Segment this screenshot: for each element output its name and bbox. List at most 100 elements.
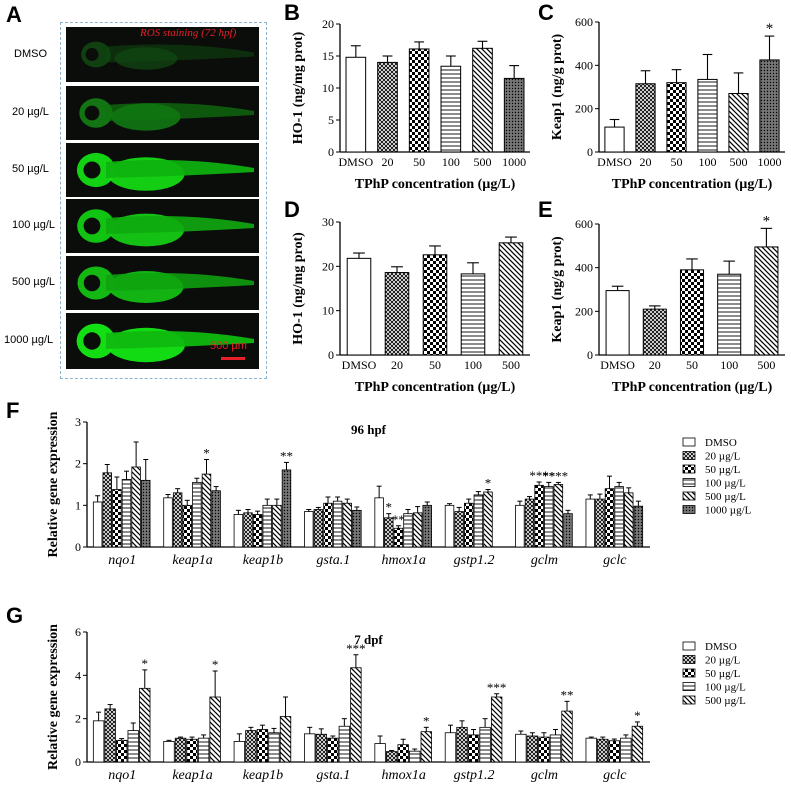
- bar: [112, 489, 122, 548]
- bar: [472, 47, 493, 153]
- x-tick-label: 20: [649, 358, 661, 372]
- legend-label: DMSO: [705, 641, 737, 653]
- bar: [197, 737, 210, 763]
- bar: [243, 512, 253, 548]
- chart-d-ho1-96hpf: 0 10 20 30 DMSO 20 50 100 500 TPhP concentration …: [291, 215, 530, 395]
- bar: [281, 469, 292, 548]
- significance-marker: *: [766, 21, 774, 37]
- x-tick-label: hmox1a: [382, 553, 426, 568]
- bar: [553, 484, 564, 548]
- bar: [131, 466, 141, 548]
- bar: [139, 687, 151, 763]
- significance-marker: **: [542, 468, 555, 483]
- y-tick-label: 2: [75, 457, 81, 471]
- bar: [422, 504, 432, 548]
- y-tick-label: 6: [75, 625, 81, 639]
- y-axis-label: Relative gene expression: [46, 411, 61, 557]
- bar: [374, 497, 384, 548]
- panel-letter-e: E: [538, 197, 553, 222]
- x-tick-label: keap1a: [172, 768, 212, 783]
- x-tick-label: nqo1: [108, 553, 136, 568]
- x-tick-label: 100: [720, 358, 738, 372]
- x-axis-label: TPhP concentration (µg/L): [612, 380, 773, 395]
- significance-marker: **: [561, 687, 574, 702]
- legend-swatch: [682, 464, 696, 474]
- legend-label: 50 µg/L: [705, 464, 741, 476]
- significance-marker: ***: [529, 468, 549, 483]
- y-tick-label: 0: [587, 145, 593, 159]
- y-tick-label: 20: [322, 17, 334, 31]
- x-tick-label: hmox1a: [382, 768, 426, 783]
- bar: [642, 308, 667, 356]
- legend-label: DMSO: [705, 437, 737, 449]
- legend-swatch: [682, 437, 696, 447]
- bar: [338, 725, 351, 763]
- bar: [350, 667, 362, 763]
- x-tick-label: 100: [699, 155, 717, 169]
- bar: [304, 733, 316, 763]
- x-tick-label: DMSO: [338, 155, 373, 169]
- x-tick-label: DMSO: [600, 358, 635, 372]
- bar: [408, 48, 430, 153]
- bar: [635, 83, 656, 153]
- bar: [384, 272, 410, 356]
- bar: [728, 93, 749, 153]
- x-tick-label: gclc: [603, 768, 627, 783]
- y-axis-label: HO-1 (ng/mg prot): [291, 31, 306, 144]
- x-tick-label: 50: [686, 358, 698, 372]
- bar: [192, 482, 202, 548]
- bar: [464, 502, 474, 548]
- legend-label: 1000 µg/L: [705, 505, 752, 517]
- bar: [563, 513, 573, 548]
- x-tick-label: 20: [382, 155, 394, 169]
- scale-bar: [221, 357, 245, 360]
- x-tick-label: 100: [442, 155, 460, 169]
- bar: [313, 509, 324, 548]
- x-tick-label: keap1b: [243, 553, 283, 568]
- bar: [211, 490, 221, 548]
- x-tick-label: 500: [757, 358, 775, 372]
- x-tick-label: gclc: [603, 553, 627, 568]
- fish-row-label-4: 500 µg/L: [12, 276, 56, 288]
- bar: [454, 511, 464, 548]
- panel-letter-g: G: [6, 603, 24, 628]
- bar: [422, 254, 448, 356]
- y-axis-label: Keap1 (ng/g prot): [550, 236, 565, 343]
- bar: [141, 479, 151, 548]
- chart-e-keap1-96hpf: 0 200 400 600 DMSO 20 50 100 * 500 TPhP concentrat…: [550, 213, 785, 395]
- y-axis-label: Keap1 (ng/g prot): [550, 34, 565, 141]
- bar: [498, 242, 524, 356]
- x-tick-label: 100: [464, 358, 482, 372]
- bar: [679, 269, 705, 356]
- bar: [186, 738, 198, 763]
- bar: [754, 246, 779, 356]
- bar: [473, 494, 484, 548]
- bar: [403, 513, 413, 548]
- legend-label: 50 µg/L: [705, 668, 741, 680]
- legend-swatch: [682, 451, 696, 460]
- bar: [526, 735, 539, 763]
- x-tick-label: 500: [502, 358, 520, 372]
- bar: [352, 509, 362, 548]
- y-tick-label: 4: [75, 668, 81, 682]
- y-tick-label: 600: [575, 217, 593, 231]
- legend-label: 20 µg/L: [705, 655, 741, 667]
- significance-marker: *: [386, 500, 393, 515]
- panel-letter-b: B: [284, 0, 300, 25]
- fish-row-label-1: 20 µg/L: [12, 106, 49, 118]
- bar: [483, 491, 493, 548]
- x-tick-label: gclm: [531, 768, 558, 783]
- significance-marker: *: [203, 446, 210, 461]
- y-tick-label: 0: [328, 348, 334, 362]
- bar: [561, 710, 573, 763]
- panel-letter-f: F: [6, 398, 20, 423]
- x-tick-label: gstp1.2: [454, 768, 495, 783]
- fish-image-4: [66, 256, 259, 310]
- y-tick-label: 400: [575, 58, 593, 72]
- scale-bar-label: 500 µm: [210, 340, 247, 352]
- bar: [268, 732, 280, 763]
- fish-row-label-5: 1000 µg/L: [4, 334, 54, 346]
- bar: [104, 708, 116, 763]
- fish-image-0: [66, 27, 259, 82]
